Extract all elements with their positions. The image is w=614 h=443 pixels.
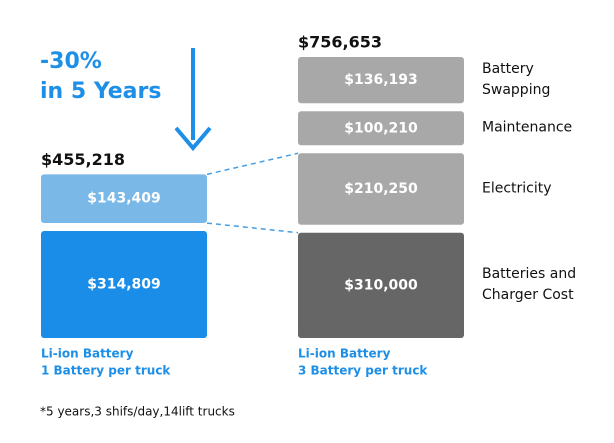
arrow-head (174, 126, 212, 152)
annotation: -30% (40, 49, 102, 74)
segment (298, 56, 464, 104)
segment (298, 153, 464, 225)
legend-label: Maintenance (482, 119, 573, 136)
value-label: $100,210 (344, 120, 418, 136)
value-label: $310,000 (344, 277, 418, 293)
total-label: $756,653 (298, 32, 382, 51)
connector (206, 222, 299, 234)
annotation: in 5 Years (40, 79, 161, 104)
category-label: Li-ion Battery (41, 347, 134, 361)
legend-label: Electricity (482, 180, 552, 197)
category-label: Li-ion Battery (298, 347, 391, 361)
segment (298, 111, 464, 146)
segment (298, 232, 464, 338)
legend-label: Batteries and Charger Cost (482, 266, 577, 304)
segment (41, 231, 207, 338)
legend-label: Battery Swapping (482, 61, 551, 99)
value-label: $314,809 (87, 277, 161, 293)
category-note: 1 Battery per truck (41, 364, 171, 378)
value-label: $210,250 (344, 181, 418, 197)
category-note: 3 Battery per truck (298, 364, 428, 378)
total-label: $455,218 (41, 150, 125, 169)
connector (206, 152, 299, 176)
segment (41, 174, 207, 224)
value-label: $143,409 (87, 191, 161, 207)
value-label: $136,193 (344, 72, 418, 88)
footnote: *5 years,3 shifs/day,14lift trucks (40, 405, 235, 419)
